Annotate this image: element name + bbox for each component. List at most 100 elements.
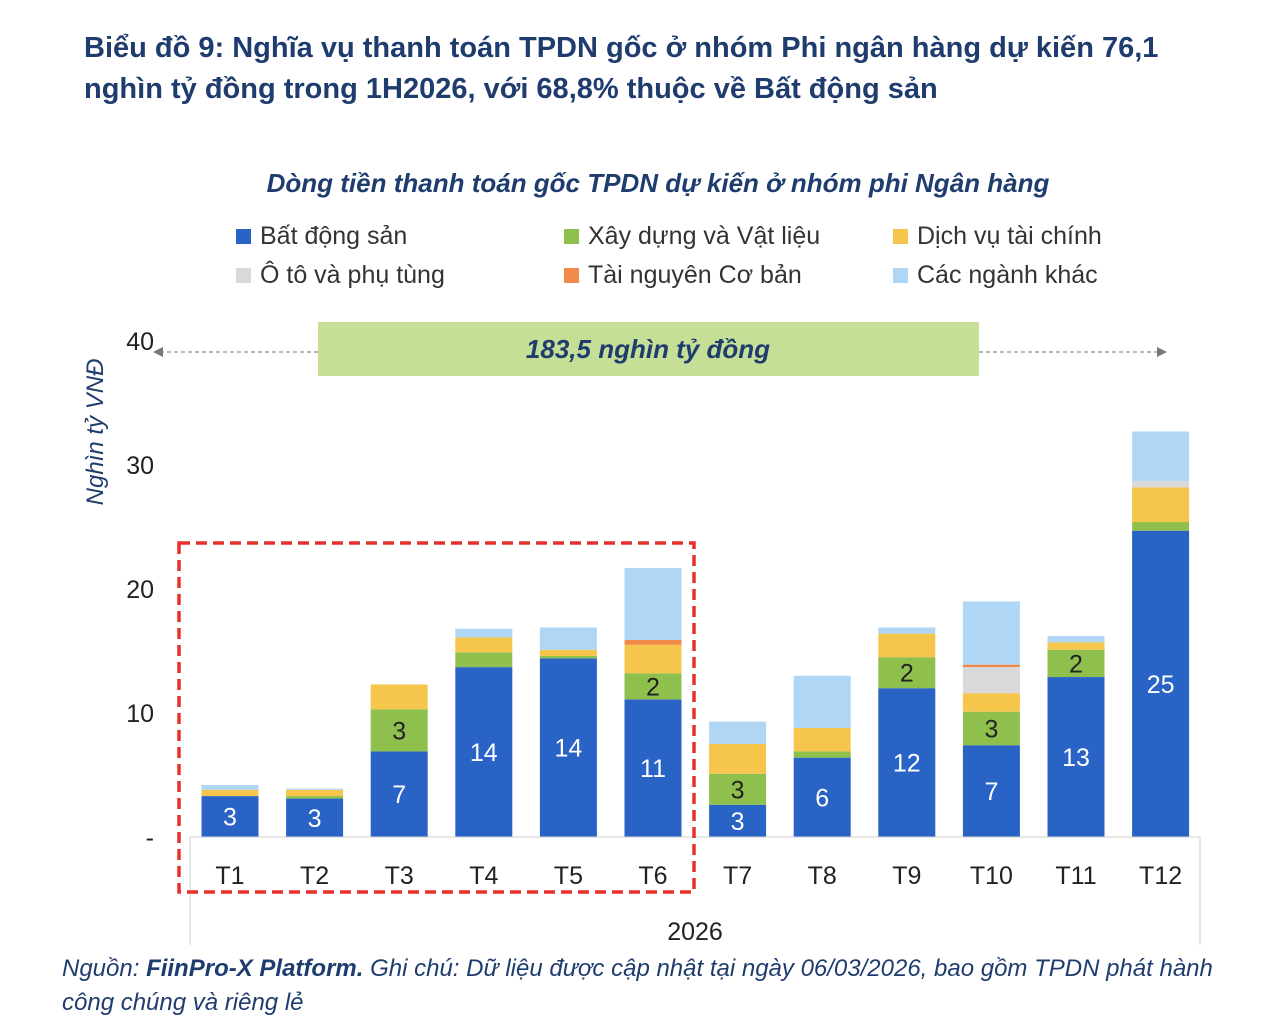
x-tick-label: T12 <box>1139 862 1182 890</box>
legend-item: Xây dựng và Vật liệu <box>564 222 820 251</box>
x-tick-label: T10 <box>970 862 1013 890</box>
x-tick-label: T1 <box>215 862 244 890</box>
bar-segment <box>1132 522 1190 531</box>
bar-segment <box>878 657 936 689</box>
bar-segment <box>539 658 597 837</box>
data-label: 3 <box>731 776 745 804</box>
figure-title: Biểu đồ 9: Nghĩa vụ thanh toán TPDN gốc … <box>84 32 1159 105</box>
data-label: 2 <box>646 673 660 701</box>
footnote: Nguồn: FiinPro-X Platform. Ghi chú: Dữ l… <box>62 955 1213 1016</box>
bar-segment <box>962 667 1020 694</box>
data-label: 14 <box>470 739 498 767</box>
annotation-box <box>318 322 979 376</box>
bar-segment <box>286 798 344 837</box>
bar-segment <box>455 652 513 668</box>
bar-segment <box>286 788 344 790</box>
legend-item: Bất động sản <box>236 222 407 251</box>
bar-segment <box>793 727 851 752</box>
data-label: 2 <box>900 660 914 688</box>
bar-segment <box>878 627 936 634</box>
legend-item: Tài nguyên Cơ bản <box>564 261 802 290</box>
bar-segment <box>709 744 767 774</box>
data-label: 25 <box>1147 671 1175 699</box>
bar-segment <box>539 627 597 650</box>
annotation-text: 183,5 nghìn tỷ đồng <box>526 334 770 364</box>
data-label: 12 <box>893 750 921 778</box>
bar-segment <box>624 639 682 645</box>
bar-segment <box>878 633 936 658</box>
y-tick-label: 10 <box>126 700 154 728</box>
bar-segment <box>962 693 1020 712</box>
bar-segment <box>201 789 259 797</box>
x-tick-label: T4 <box>469 862 498 890</box>
x-tick-label: T9 <box>892 862 921 890</box>
data-label: 7 <box>392 781 406 809</box>
data-label: 3 <box>984 716 998 744</box>
x-tick-label: T7 <box>723 862 752 890</box>
bar-segment <box>624 567 682 640</box>
data-label: 3 <box>308 805 322 833</box>
bar-segment <box>1132 530 1190 837</box>
x-tick-label: T8 <box>808 862 837 890</box>
y-tick-label: - <box>146 824 154 852</box>
legend-item: Dịch vụ tài chính <box>893 222 1102 251</box>
bar-segment <box>962 745 1020 837</box>
legend-item: Các ngành khác <box>893 261 1098 290</box>
bar-segment <box>793 751 851 758</box>
bar-segment <box>201 796 259 837</box>
bar-segment <box>455 628 513 638</box>
bar-segment <box>624 673 682 700</box>
bar-segment <box>201 784 259 790</box>
highlight-box <box>177 541 696 894</box>
data-label: 6 <box>815 784 829 812</box>
x-tick-label: T5 <box>554 862 583 890</box>
data-label: 14 <box>554 735 582 763</box>
data-label: 2 <box>1069 650 1083 678</box>
bar-segment <box>793 757 851 837</box>
bar-segment <box>370 709 428 752</box>
bar-segment <box>1047 642 1105 650</box>
x-tick-label: T2 <box>300 862 329 890</box>
bar-segment <box>539 655 597 659</box>
bar-segment <box>1047 649 1105 678</box>
bar-segment <box>455 637 513 653</box>
data-label: 13 <box>1062 744 1090 772</box>
bar-segment <box>286 796 344 799</box>
y-tick-label: 30 <box>126 452 154 480</box>
x-tick-label: T3 <box>385 862 414 890</box>
data-label: 3 <box>223 804 237 832</box>
bar-segment <box>624 699 682 837</box>
data-label: 11 <box>640 755 666 783</box>
bar-segment <box>709 804 767 837</box>
y-tick-label: 40 <box>126 328 154 356</box>
bar-segment <box>370 751 428 837</box>
bar-segment <box>962 601 1020 665</box>
chart-title: Dòng tiền thanh toán gốc TPDN dự kiến ở … <box>266 168 1050 198</box>
bar-segment <box>1132 481 1190 488</box>
bar-segment <box>962 664 1020 668</box>
bar-segment <box>455 667 513 837</box>
bar-segment <box>539 649 597 656</box>
x-axis-label: 2026 <box>667 918 723 946</box>
bar-segment <box>1047 636 1105 643</box>
bar-segment <box>624 644 682 674</box>
y-tick-label: 20 <box>126 576 154 604</box>
bar-segment <box>709 773 767 805</box>
data-label: 3 <box>392 717 406 745</box>
bar-segment <box>1047 677 1105 837</box>
bar-segment <box>709 721 767 744</box>
bar-segment <box>1132 487 1190 523</box>
x-tick-label: T6 <box>638 862 667 890</box>
legend-item: Ô tô và phụ tùng <box>236 261 445 290</box>
bar-segment <box>962 711 1020 746</box>
bar-segment <box>1132 431 1190 482</box>
data-label: 3 <box>731 808 745 836</box>
bar-segment <box>286 789 344 797</box>
data-label: 7 <box>984 778 998 806</box>
y-axis-label: Nghìn tỷ VNĐ <box>82 359 109 506</box>
bar-segment <box>878 688 936 837</box>
bar-segment <box>370 684 428 710</box>
x-tick-label: T11 <box>1055 862 1096 890</box>
bar-segment <box>793 675 851 728</box>
